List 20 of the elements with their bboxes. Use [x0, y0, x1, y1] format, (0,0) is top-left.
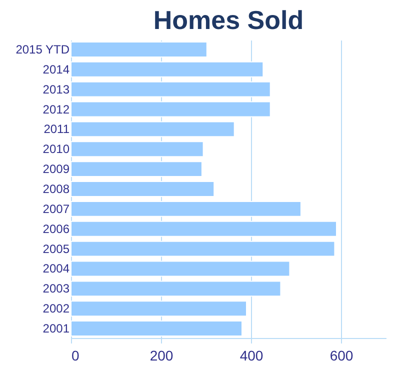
y-tick-label: 2014 [42, 62, 70, 76]
y-tick-label: 2005 [42, 242, 70, 256]
y-tick-label: 2004 [42, 262, 70, 276]
y-tick-label: 2001 [42, 322, 70, 336]
y-tick-label: 2008 [42, 182, 70, 196]
y-tick-label: 2013 [42, 82, 70, 96]
y-tick-label: 2011 [44, 122, 70, 136]
x-tick-label: 200 [150, 348, 174, 364]
y-tick-label: 2007 [42, 202, 70, 216]
x-tick-label: 0 [72, 348, 80, 364]
x-tick-label: 600 [330, 348, 354, 364]
y-tick-label: 2009 [42, 162, 70, 176]
y-tick-label: 2012 [42, 102, 70, 116]
y-tick-label: 2006 [42, 222, 70, 236]
y-tick-label: 2003 [42, 282, 70, 296]
y-tick-label: 2015 YTD [16, 42, 70, 56]
y-tick-label: 2010 [42, 142, 70, 156]
x-tick-label: 400 [240, 348, 264, 364]
y-tick-label: 2002 [42, 302, 70, 316]
chart-title: Homes Sold [153, 5, 304, 35]
